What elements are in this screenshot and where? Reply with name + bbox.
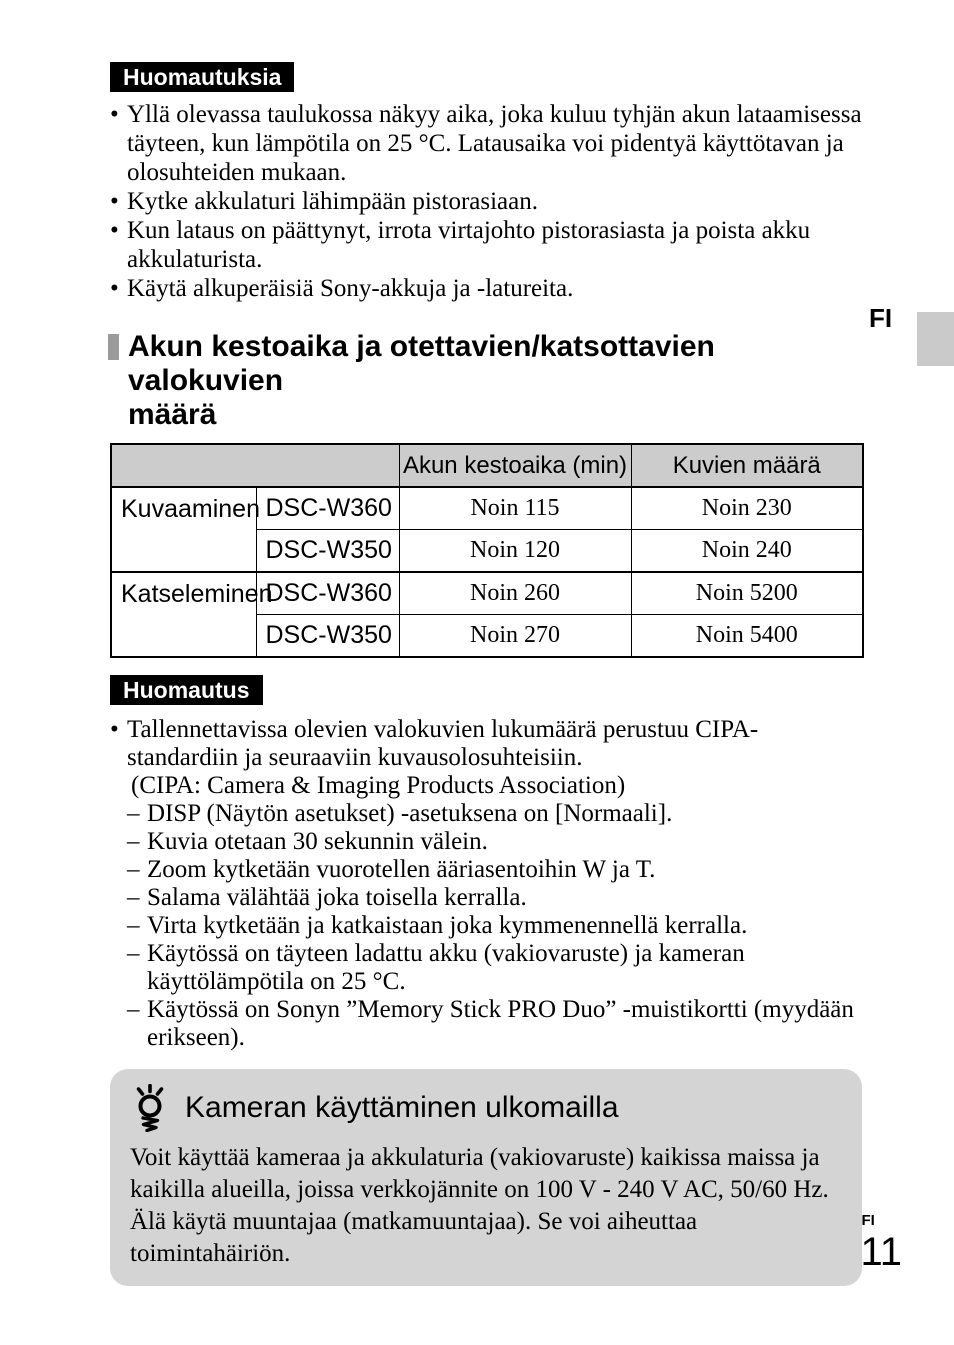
table-cell-model: DSC-W350: [255, 529, 400, 573]
table-cell-battery: Noin 270: [398, 614, 632, 658]
table-cell-images: Noin 5200: [630, 571, 864, 615]
cipa-note: (CIPA: Camera & Imaging Products Associa…: [131, 772, 626, 799]
heading-marker-icon: [108, 334, 119, 360]
footer-language-label: FI: [861, 1212, 875, 1229]
section-heading: Akun kestoaika ja otettavien/katsottavie…: [108, 330, 862, 432]
notes-label: Huomautuksia: [110, 62, 295, 92]
condition-text: Kuvia otetaan 30 sekunnin välein.: [147, 828, 488, 855]
table-cell-images: Noin 5400: [630, 614, 864, 658]
dash-marker: –: [127, 828, 140, 855]
table-cell-model: DSC-W350: [255, 614, 400, 658]
table-cell-group: Katseleminen: [110, 571, 272, 658]
note-item: • Kytke akkulaturi lähimpään pistorasiaa…: [110, 187, 862, 216]
conditions-intro-text: Tallennettavissa olevien valokuvien luku…: [127, 716, 759, 771]
dash-marker: –: [127, 800, 140, 827]
section-title-line: määrä: [128, 398, 217, 431]
table-row: DSC-W350 Noin 270 Noin 5400: [111, 614, 864, 658]
condition-text: Virta kytketään ja katkaistaan joka kymm…: [147, 912, 748, 939]
dash-marker: –: [127, 996, 140, 1023]
table-cell-images: Noin 230: [630, 486, 864, 530]
table-cell-battery: Noin 115: [398, 486, 632, 530]
note-label-wrap: Huomautus: [110, 675, 862, 705]
note-item: • Yllä olevassa taulukossa näkyy aika, j…: [110, 100, 862, 187]
condition-item: – Virta kytketään ja katkaistaan joka ky…: [127, 912, 862, 940]
conditions-list: – DISP (Näytön asetukset) -asetuksena on…: [110, 800, 862, 1052]
condition-text: DISP (Näytön asetukset) -asetuksena on […: [147, 800, 673, 827]
dash-marker: –: [127, 912, 140, 939]
condition-text: Salama välähtää joka toisella kerralla.: [147, 884, 527, 911]
notes-list: • Yllä olevassa taulukossa näkyy aika, j…: [110, 100, 862, 303]
condition-text: Käytössä on Sonyn ”Memory Stick PRO Duo”…: [147, 996, 854, 1051]
table-header-empty: [110, 443, 400, 488]
table-cell-battery: Noin 260: [398, 571, 632, 615]
page-number: 11: [860, 1230, 902, 1274]
dash-marker: –: [127, 856, 140, 883]
note-item-text: Käytä alkuperäisiä Sony-akkuja ja -latur…: [127, 275, 574, 302]
table-cell-group: Kuvaaminen: [110, 486, 260, 573]
note-item-text: Kun lataus on päättynyt, irrota virtajoh…: [127, 217, 811, 273]
page-content: Huomautuksia • Yllä olevassa taulukossa …: [108, 62, 864, 1286]
bullet-marker: •: [110, 101, 119, 128]
conditions-block: • Tallennettavissa olevien valokuvien lu…: [110, 716, 862, 1052]
tip-header: Kameran käyttäminen ulkomailla: [130, 1084, 840, 1132]
bullet-marker: •: [110, 275, 119, 302]
condition-item: – Kuvia otetaan 30 sekunnin välein.: [127, 828, 862, 856]
bullet-marker: •: [110, 716, 119, 743]
table-row: Kuvaaminen DSC-W360 Noin 115 Noin 230: [110, 486, 864, 573]
table-cell-model: DSC-W360: [255, 571, 400, 615]
page-footer: FI 11: [860, 1212, 902, 1272]
dash-marker: –: [127, 940, 140, 967]
condition-item: – Käytössä on Sonyn ”Memory Stick PRO Du…: [127, 996, 862, 1052]
note-item-text: Kytke akkulaturi lähimpään pistorasiaan.: [127, 188, 538, 215]
table-header-row: Akun kestoaika (min) Kuvien määrä: [110, 443, 864, 488]
language-side-tab: [917, 312, 954, 366]
conditions-intro: • Tallennettavissa olevien valokuvien lu…: [110, 716, 862, 772]
table-cell-model: DSC-W360: [255, 486, 400, 530]
condition-item: – Zoom kytketään vuorotellen ääriasentoi…: [127, 856, 862, 884]
table-row: Katseleminen DSC-W360 Noin 260 Noin 5200: [110, 571, 864, 658]
table-cell-battery: Noin 120: [398, 529, 632, 573]
section-title: Akun kestoaika ja otettavien/katsottavie…: [128, 330, 862, 432]
condition-text: Käytössä on täyteen ladattu akku (vakiov…: [147, 940, 745, 995]
table-header-images: Kuvien määrä: [630, 443, 864, 488]
tip-title: Kameran käyttäminen ulkomailla: [185, 1091, 619, 1124]
section-title-line: Akun kestoaika ja otettavien/katsottavie…: [128, 330, 715, 397]
tip-box: Kameran käyttäminen ulkomailla Voit käyt…: [110, 1069, 862, 1286]
condition-item: – DISP (Näytön asetukset) -asetuksena on…: [127, 800, 862, 828]
huomautus-label: Huomautus: [110, 675, 263, 705]
tip-paragraph: Älä käytä muuntajaa (matkamuuntajaa). Se…: [130, 1208, 698, 1267]
table-cell-images: Noin 240: [630, 529, 864, 573]
lightbulb-icon: [136, 1084, 164, 1132]
note-item-text: Yllä olevassa taulukossa näkyy aika, jok…: [127, 101, 862, 186]
bullet-marker: •: [110, 217, 119, 244]
table-row: DSC-W350 Noin 120 Noin 240: [111, 529, 864, 573]
bullet-marker: •: [110, 188, 119, 215]
battery-life-table: Akun kestoaika (min) Kuvien määrä Kuvaam…: [110, 443, 864, 658]
language-badge: FI: [869, 303, 893, 333]
condition-item: – Salama välähtää joka toisella kerralla…: [127, 884, 862, 912]
table-header-battery: Akun kestoaika (min): [398, 443, 632, 488]
tip-body: Voit käyttää kameraa ja akkulaturia (vak…: [130, 1142, 840, 1270]
condition-text: Zoom kytketään vuorotellen ääriasentoihi…: [147, 856, 656, 883]
tip-paragraph: Voit käyttää kameraa ja akkulaturia (vak…: [130, 1144, 829, 1203]
dash-marker: –: [127, 884, 140, 911]
note-item: • Kun lataus on päättynyt, irrota virtaj…: [110, 216, 862, 274]
note-item: • Käytä alkuperäisiä Sony-akkuja ja -lat…: [110, 274, 862, 303]
condition-item: – Käytössä on täyteen ladattu akku (vaki…: [127, 940, 862, 996]
